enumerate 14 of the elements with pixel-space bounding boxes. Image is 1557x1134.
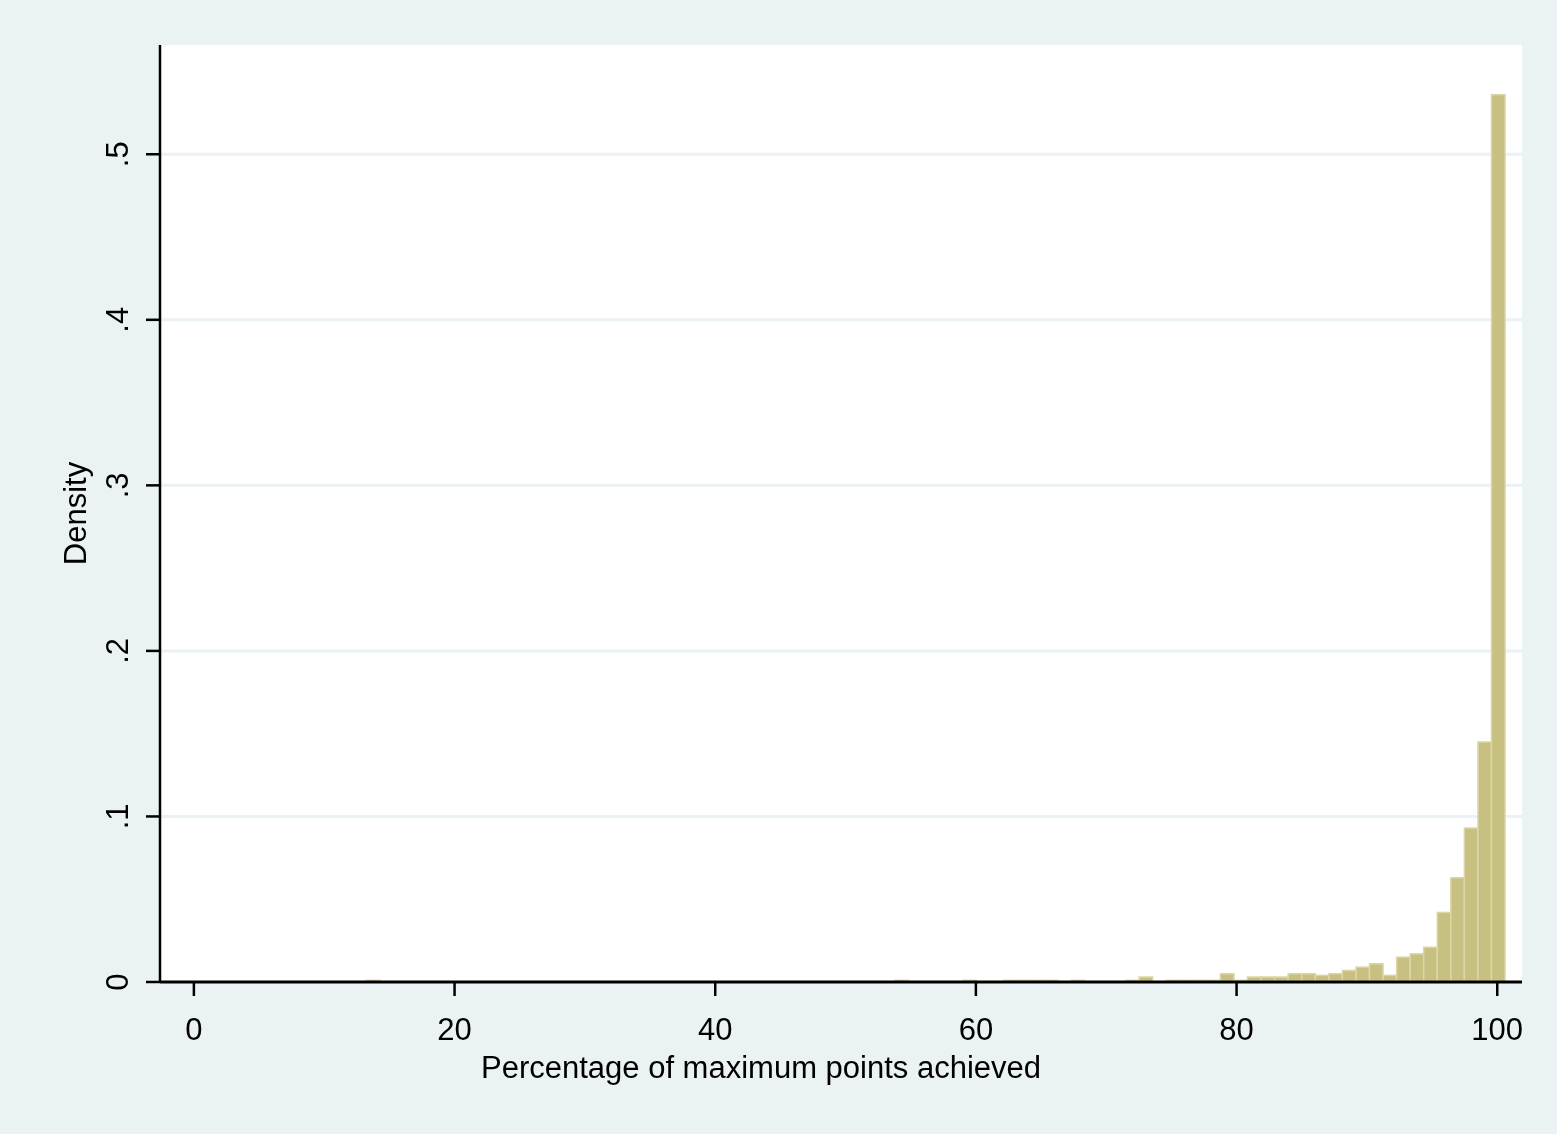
y-axis-title: Density	[58, 461, 93, 566]
x-axis-title: Percentage of maximum points achieved	[480, 1050, 1042, 1085]
y-tick-label: 0	[100, 973, 135, 991]
x-tick-label: 0	[185, 1012, 203, 1047]
y-tick-label: .4	[100, 306, 135, 333]
y-tick-label: .3	[100, 472, 135, 499]
y-tick-label: .5	[100, 141, 135, 168]
x-tick-label: 100	[1471, 1012, 1524, 1047]
y-tick-label: .2	[100, 637, 135, 664]
x-tick-label: 40	[697, 1012, 733, 1047]
x-tick-label: 60	[958, 1012, 994, 1047]
y-tick-label: .1	[100, 803, 135, 830]
x-tick-label: 20	[437, 1012, 472, 1047]
x-tick-label: 80	[1219, 1012, 1254, 1047]
